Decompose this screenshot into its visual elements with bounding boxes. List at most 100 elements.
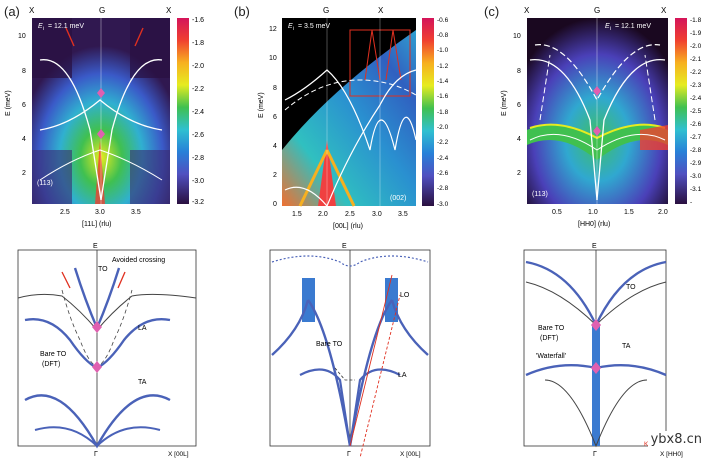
panel-b-ei-sub: i xyxy=(293,26,294,32)
panel-b-xtick-1: 1.5 xyxy=(292,211,302,218)
svg-text:-2.0: -2.0 xyxy=(437,124,449,131)
svg-text:-0.6: -0.6 xyxy=(437,17,449,24)
svg-text:-2.0: -2.0 xyxy=(690,43,702,50)
schematic-a-to: TO xyxy=(98,266,108,273)
panel-c-ylabel: E (meV) xyxy=(501,90,508,116)
svg-text:-2.5: -2.5 xyxy=(690,108,702,115)
panel-a-heatmap: X G X E i = 12.1 meV (113) E (meV) 10 8 … xyxy=(5,6,204,228)
svg-text:-2.1: -2.1 xyxy=(690,56,702,63)
panel-b-xtick-3: 2.5 xyxy=(345,211,355,218)
svg-text:-2.9: -2.9 xyxy=(690,160,702,167)
panel-c-ei-sub: i xyxy=(610,26,611,32)
panel-a-top-label-x1: X xyxy=(29,6,35,15)
panel-c-hkl: (113) xyxy=(532,191,548,198)
svg-text:-3.0: -3.0 xyxy=(192,178,204,185)
schematic-a-x-axis: X [00L] xyxy=(168,451,189,458)
panel-b-hkl: (002) xyxy=(390,195,406,202)
svg-text:-2.8: -2.8 xyxy=(192,155,204,162)
svg-text:-1.6: -1.6 xyxy=(437,93,449,100)
panel-a-ytick-8: 8 xyxy=(22,68,26,75)
schematic-c-axis-e: E xyxy=(592,243,597,250)
panel-a-ytick-2: 2 xyxy=(22,170,26,177)
panel-c-ytick-6: 6 xyxy=(517,102,521,109)
svg-text:-3.1: -3.1 xyxy=(690,186,702,193)
panel-a-xtick-1: 2.5 xyxy=(60,209,70,216)
panel-a-ei-value: = 12.1 meV xyxy=(48,23,84,30)
svg-text:-2.2: -2.2 xyxy=(192,86,204,93)
schematic-b-bare: Bare TO xyxy=(316,341,343,348)
schematic-b: E Γ X [00L] LO LA Bare TO xyxy=(269,243,431,458)
svg-text:-2.0: -2.0 xyxy=(192,63,204,70)
panel-b-ytick-6: 6 xyxy=(273,114,277,121)
panel-c-ytick-8: 8 xyxy=(517,68,521,75)
svg-text:-2.4: -2.4 xyxy=(690,95,702,102)
panel-a-xtick-2: 3.0 xyxy=(95,209,105,216)
panel-c-ytick-2: 2 xyxy=(517,170,521,177)
panel-c-colorbar-ticks: -1.8 -1.9 -2.0 -2.1 -2.2 -2.3 -2.4 -2.5 … xyxy=(690,17,702,206)
svg-text:-2.2: -2.2 xyxy=(437,139,449,146)
panel-b-xtick-4: 3.0 xyxy=(372,211,382,218)
panel-b-xtick-5: 3.5 xyxy=(398,211,408,218)
panel-b-xtick-2: 2.0 xyxy=(318,211,328,218)
panel-b-ei-value: = 3.5 meV xyxy=(298,23,330,30)
panel-a-hkl: (113) xyxy=(37,180,53,187)
panel-c-ei-value: = 12.1 meV xyxy=(615,23,651,30)
panel-a-ylabel: E (meV) xyxy=(5,90,12,116)
svg-text:-2.2: -2.2 xyxy=(690,69,702,76)
panel-c-xtick-3: 1.5 xyxy=(624,209,634,216)
svg-text:-0.8: -0.8 xyxy=(437,32,449,39)
schematic-c-k: K xyxy=(644,441,649,448)
panel-a-top-label-g: G xyxy=(99,6,105,15)
panel-c-ei: E xyxy=(605,23,610,30)
svg-text:-3.0: -3.0 xyxy=(437,201,449,208)
svg-text:-1.6: -1.6 xyxy=(192,17,204,24)
schematic-b-lo: LO xyxy=(400,292,410,299)
panel-c-top-label-g: G xyxy=(594,6,600,15)
panel-b-top-label-x: X xyxy=(378,6,384,15)
panel-b-colorbar xyxy=(422,18,434,206)
panel-b-ylabel: E (meV) xyxy=(258,92,265,118)
panel-b-ytick-12: 12 xyxy=(269,26,277,33)
schematic-a-axis-e: E xyxy=(93,243,98,250)
schematic-b-gamma: Γ xyxy=(347,451,351,458)
schematic-a-bare2: (DFT) xyxy=(42,361,60,368)
svg-text:-1.0: -1.0 xyxy=(437,47,449,54)
svg-text:-1.2: -1.2 xyxy=(437,63,449,70)
schematic-b-x-axis: X [00L] xyxy=(400,451,421,458)
svg-text:-2.6: -2.6 xyxy=(437,170,449,177)
panel-c-colorbar xyxy=(675,18,687,204)
svg-text:-3.2: -3.2 xyxy=(192,199,204,206)
schematic-c-waterfall: 'Waterfall' xyxy=(536,353,566,360)
svg-text:-3.0: -3.0 xyxy=(690,173,702,180)
svg-text:-2.8: -2.8 xyxy=(690,147,702,154)
panel-a-ytick-10: 10 xyxy=(18,33,26,40)
schematic-b-axis-e: E xyxy=(342,243,347,250)
panel-b-ytick-4: 4 xyxy=(273,143,277,150)
panel-b-ytick-8: 8 xyxy=(273,85,277,92)
panel-a-ei-sub: i xyxy=(43,26,44,32)
svg-text:-: - xyxy=(690,199,692,206)
panel-b-ei: E xyxy=(288,23,293,30)
panel-c-top-label-x1: X xyxy=(524,6,530,15)
schematic-c-bare1: Bare TO xyxy=(538,325,565,332)
schematic-c: E Γ K X [HH0] TO TA Bare TO (DFT) 'Water… xyxy=(523,243,683,458)
svg-text:-2.7: -2.7 xyxy=(690,134,702,141)
schematic-a-bare1: Bare TO xyxy=(40,351,67,358)
schematic-a-frame xyxy=(17,249,197,447)
svg-text:-1.8: -1.8 xyxy=(192,40,204,47)
panel-letter-b: (b) xyxy=(234,4,250,19)
svg-text:-1.4: -1.4 xyxy=(437,78,449,85)
panel-a-ytick-4: 4 xyxy=(22,136,26,143)
svg-text:-2.4: -2.4 xyxy=(437,155,449,162)
panel-letter-c: (c) xyxy=(484,4,500,19)
svg-text:-2.3: -2.3 xyxy=(690,82,702,89)
schematic-a-avoided: Avoided crossing xyxy=(112,257,165,264)
panel-letter-a: (a) xyxy=(4,4,20,19)
panel-b-ytick-0: 0 xyxy=(273,201,277,208)
schematic-c-to: TO xyxy=(626,284,636,291)
panel-a-top-label-x2: X xyxy=(166,6,172,15)
schematic-c-gamma: Γ xyxy=(593,451,597,458)
panel-a-ytick-6: 6 xyxy=(22,102,26,109)
schematic-a: E Γ X [00L] TO Avoided crossing LA TA Ba… xyxy=(17,243,197,458)
